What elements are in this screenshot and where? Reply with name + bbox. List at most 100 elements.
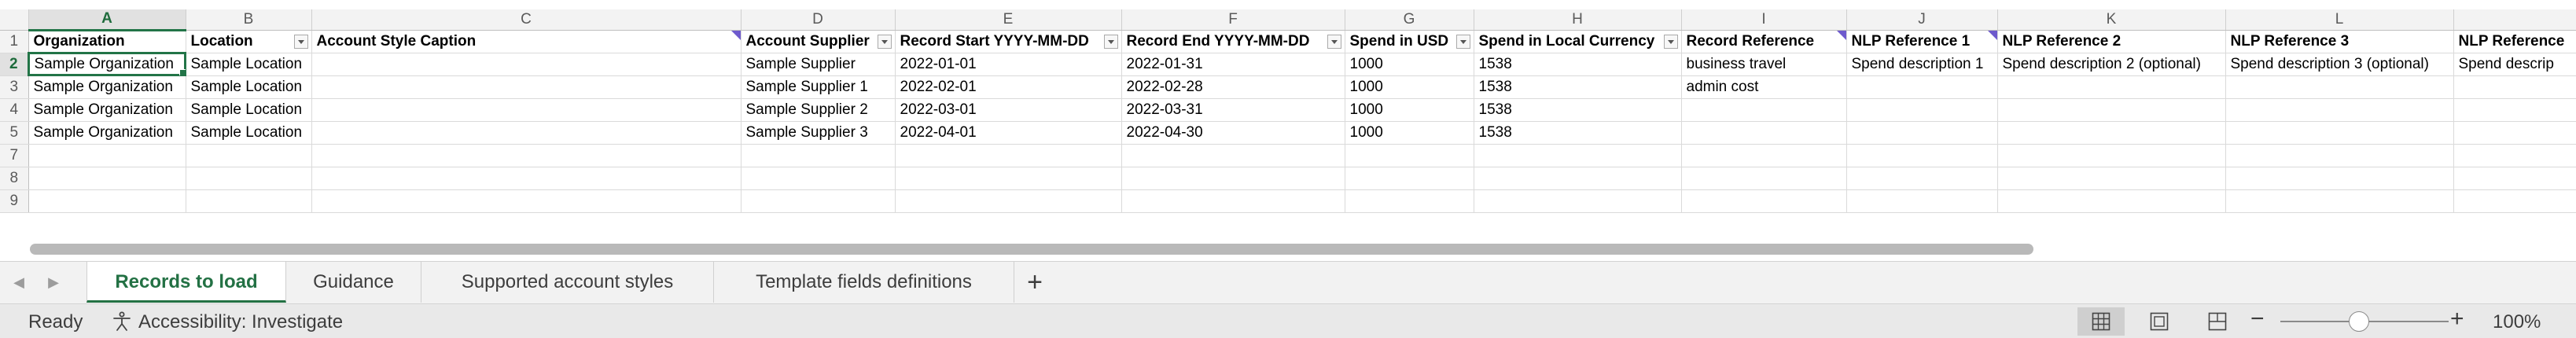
cell-nlp-reference-2[interactable]	[1997, 98, 2226, 122]
cell-nlp-reference-4[interactable]: Spend descrip	[2453, 53, 2576, 76]
column-header[interactable]: J	[1846, 9, 1998, 31]
row-number[interactable]: 8	[0, 167, 29, 190]
cell-nlp-reference-1[interactable]	[1846, 121, 1998, 145]
cell-record-start[interactable]: 2022-04-01	[895, 121, 1122, 145]
horizontal-scrollbar[interactable]	[28, 241, 2576, 258]
cell-record-start[interactable]	[895, 144, 1122, 167]
header-cell-nlp-reference-2[interactable]: NLP Reference 2	[1997, 30, 2226, 53]
cell-record-end[interactable]: 2022-01-31	[1121, 53, 1345, 76]
worksheet-grid[interactable]: A B C D E F G H I J K L 1 Organization Location Account…	[0, 9, 2576, 261]
cell-record-start[interactable]: 2022-02-01	[895, 75, 1122, 99]
cell-record-end[interactable]: 2022-03-31	[1121, 98, 1345, 122]
cell-location[interactable]: Sample Location	[186, 53, 312, 76]
cell-record-end[interactable]	[1121, 144, 1345, 167]
filter-dropdown-icon[interactable]	[1663, 34, 1678, 49]
header-cell-nlp-reference-3[interactable]: NLP Reference 3	[2225, 30, 2454, 53]
header-cell-spend-local[interactable]: Spend in Local Currency	[1474, 30, 1682, 53]
cell-spend-local[interactable]: 1538	[1474, 75, 1682, 99]
cell-nlp-reference-1[interactable]	[1846, 98, 1998, 122]
header-cell-spend-usd[interactable]: Spend in USD	[1345, 30, 1474, 53]
filter-dropdown-icon[interactable]	[1455, 34, 1470, 49]
cell-location[interactable]	[186, 189, 312, 213]
add-sheet-button[interactable]: +	[1027, 267, 1043, 297]
cell-nlp-reference-2[interactable]	[1997, 75, 2226, 99]
row-number[interactable]: 4	[0, 98, 29, 122]
cell-nlp-reference-4[interactable]	[2453, 144, 2576, 167]
cell-account-supplier[interactable]: Sample Supplier 3	[741, 121, 896, 145]
column-header[interactable]: I	[1681, 9, 1847, 31]
tab-supported-account-styles[interactable]: Supported account styles	[421, 262, 714, 303]
comment-indicator-icon[interactable]	[1987, 30, 1996, 40]
chevron-right-icon[interactable]: ▶	[48, 274, 59, 290]
filter-dropdown-icon[interactable]	[1327, 34, 1341, 49]
cell-nlp-reference-1[interactable]	[1846, 75, 1998, 99]
page-layout-view-button[interactable]	[2136, 307, 2183, 336]
accessibility-status-button[interactable]: Accessibility: Investigate	[112, 311, 343, 333]
tab-guidance[interactable]: Guidance	[286, 262, 421, 303]
cell-nlp-reference-2[interactable]: Spend description 2 (optional)	[1997, 53, 2226, 76]
header-cell-record-reference[interactable]: Record Reference	[1681, 30, 1847, 53]
cell-account-supplier[interactable]: Sample Supplier 1	[741, 75, 896, 99]
cell-account-supplier[interactable]: Sample Supplier	[741, 53, 896, 76]
cell-location[interactable]: Sample Location	[186, 98, 312, 122]
row-number[interactable]: 5	[0, 121, 29, 145]
zoom-slider-thumb[interactable]	[2349, 311, 2369, 332]
zoom-level[interactable]: 100%	[2493, 311, 2541, 332]
cell-account-style-caption[interactable]	[311, 167, 742, 190]
cell-account-style-caption[interactable]	[311, 53, 742, 76]
tab-records-to-load[interactable]: Records to load	[86, 262, 286, 303]
cell-account-style-caption[interactable]	[311, 98, 742, 122]
cell-record-end[interactable]	[1121, 189, 1345, 213]
column-header[interactable]: E	[895, 9, 1122, 31]
cell-spend-local[interactable]: 1538	[1474, 53, 1682, 76]
cell-spend-usd[interactable]: 1000	[1345, 75, 1474, 99]
cell-record-reference[interactable]	[1681, 189, 1847, 213]
cell-spend-usd[interactable]	[1345, 167, 1474, 190]
cell-nlp-reference-3[interactable]	[2225, 144, 2454, 167]
cell-spend-usd[interactable]	[1345, 189, 1474, 213]
cell-record-start[interactable]	[895, 189, 1122, 213]
zoom-out-button[interactable]: −	[2250, 306, 2265, 332]
column-header[interactable]: F	[1121, 9, 1345, 31]
cell-organization[interactable]: Sample Organization	[28, 52, 186, 76]
cell-nlp-reference-1[interactable]: Spend description 1	[1846, 53, 1998, 76]
header-cell-record-end[interactable]: Record End YYYY-MM-DD	[1121, 30, 1345, 53]
chevron-left-icon[interactable]: ◀	[13, 274, 24, 290]
cell-nlp-reference-4[interactable]	[2453, 98, 2576, 122]
filter-dropdown-icon[interactable]	[877, 34, 892, 49]
cell-nlp-reference-2[interactable]	[1997, 189, 2226, 213]
cell-nlp-reference-1[interactable]	[1846, 167, 1998, 190]
cell-spend-local[interactable]	[1474, 167, 1682, 190]
cell-account-style-caption[interactable]	[311, 189, 742, 213]
cell-account-style-caption[interactable]	[311, 75, 742, 99]
row-number[interactable]: 7	[0, 144, 29, 167]
cell-spend-local[interactable]	[1474, 189, 1682, 213]
cell-nlp-reference-4[interactable]	[2453, 167, 2576, 190]
column-header[interactable]: D	[741, 9, 896, 31]
cell-organization[interactable]: Sample Organization	[28, 98, 186, 122]
cell-nlp-reference-3[interactable]	[2225, 75, 2454, 99]
cell-account-supplier[interactable]: Sample Supplier 2	[741, 98, 896, 122]
row-number[interactable]: 3	[0, 75, 29, 99]
cell-record-end[interactable]	[1121, 167, 1345, 190]
column-header[interactable]: K	[1997, 9, 2226, 31]
cell-record-reference[interactable]	[1681, 144, 1847, 167]
cell-spend-usd[interactable]: 1000	[1345, 98, 1474, 122]
cell-spend-usd[interactable]: 1000	[1345, 53, 1474, 76]
cell-nlp-reference-4[interactable]	[2453, 75, 2576, 99]
cell-account-supplier[interactable]	[741, 167, 896, 190]
cell-record-reference[interactable]: admin cost	[1681, 75, 1847, 99]
cell-record-reference[interactable]	[1681, 98, 1847, 122]
column-header[interactable]: G	[1345, 9, 1474, 31]
header-cell-record-start[interactable]: Record Start YYYY-MM-DD	[895, 30, 1122, 53]
header-cell-nlp-reference-1[interactable]: NLP Reference 1	[1846, 30, 1998, 53]
cell-nlp-reference-2[interactable]	[1997, 144, 2226, 167]
cell-spend-usd[interactable]: 1000	[1345, 121, 1474, 145]
column-header[interactable]: C	[311, 9, 742, 31]
cell-account-style-caption[interactable]	[311, 144, 742, 167]
cell-location[interactable]: Sample Location	[186, 121, 312, 145]
cell-location[interactable]	[186, 144, 312, 167]
cell-record-start[interactable]: 2022-03-01	[895, 98, 1122, 122]
column-header[interactable]: B	[186, 9, 312, 31]
page-break-view-button[interactable]	[2194, 307, 2241, 336]
